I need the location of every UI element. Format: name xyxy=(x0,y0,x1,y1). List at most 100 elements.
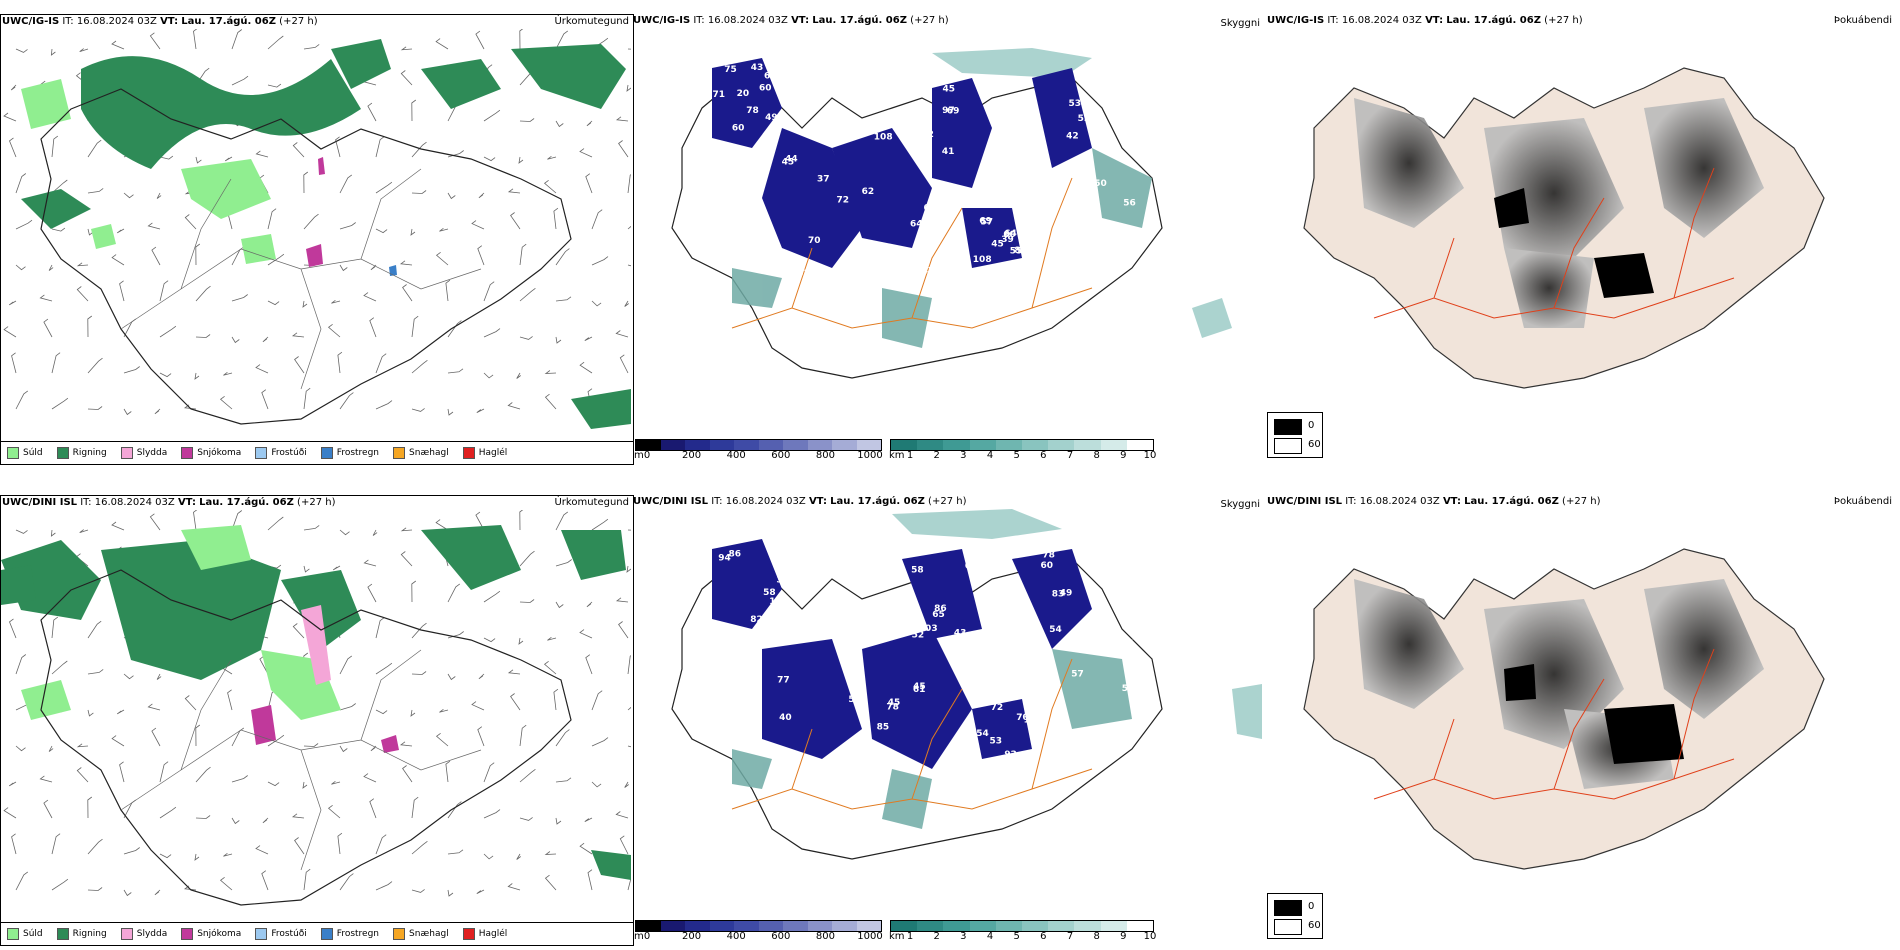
wind-barb xyxy=(302,300,308,308)
colorbar-cell xyxy=(969,921,996,931)
wind-barb xyxy=(507,188,521,194)
colorbar-cell xyxy=(758,440,783,450)
wind-barb xyxy=(294,356,305,374)
wind-barb xyxy=(231,29,243,50)
wind-barb xyxy=(471,220,485,230)
visibility-value: 39 xyxy=(1001,235,1014,245)
wind-barb xyxy=(447,801,462,819)
visibility-value: 75 xyxy=(1008,683,1021,693)
wind-barb xyxy=(15,48,28,53)
precip-map-bottom[interactable] xyxy=(1,510,631,920)
wind-barb xyxy=(231,817,240,825)
colorbar-tick-label: 0 xyxy=(643,931,651,942)
legend-item: Frostúði xyxy=(255,447,307,459)
wind-barb xyxy=(411,99,417,122)
visibility-map-top[interactable]: 7845415660601086931397547385645601039752… xyxy=(632,28,1262,428)
wind-barb xyxy=(159,853,172,859)
vt-value: Lau. 17.ágú. 06Z xyxy=(830,496,925,507)
colorbar-tick-label: 8 xyxy=(1093,450,1100,461)
wind-barb xyxy=(518,637,524,645)
wind-barb xyxy=(618,621,629,639)
panel-tag: Skyggni xyxy=(1220,499,1260,510)
wind-barb xyxy=(339,655,353,675)
it-label: IT: xyxy=(1327,15,1339,26)
fog-map-bottom[interactable] xyxy=(1264,509,1894,909)
lead-time: (+27 h) xyxy=(910,15,949,26)
wind-barb xyxy=(627,529,631,531)
wind-barb xyxy=(543,179,557,194)
wind-barb xyxy=(447,150,464,158)
visibility-value: 53 xyxy=(990,737,1003,747)
wind-barb xyxy=(555,777,572,783)
wind-barb xyxy=(51,179,68,194)
precip-map-top[interactable] xyxy=(1,29,631,439)
wind-barb xyxy=(411,190,427,194)
wind-barb xyxy=(543,660,557,675)
it-value: 16.08.2024 03Z xyxy=(76,16,157,27)
panel-header: UWC/DINI ISL IT: 16.08.2024 03Z VT: Lau.… xyxy=(1266,495,1900,509)
visibility-value: 62 xyxy=(942,197,955,207)
wind-barb xyxy=(87,357,103,374)
visibility-value: 53 xyxy=(1069,99,1082,109)
wind-barb xyxy=(516,372,521,379)
wind-barb xyxy=(591,209,603,230)
colorbar-cell xyxy=(995,440,1022,450)
precip-legend: Súld Rigning Slydda Snjókoma Frostúði Frostre… xyxy=(1,922,633,945)
wind-barb xyxy=(11,352,17,374)
visibility-km-colorbar: 1 2 3 4 5 6 7 8 9 10 km xyxy=(889,439,1156,463)
colorbar-cell xyxy=(1126,440,1153,450)
wind-barb xyxy=(411,141,427,158)
wind-barb xyxy=(292,623,305,639)
colorbar-cell xyxy=(636,921,661,931)
legend-swatch xyxy=(181,447,194,459)
wind-barb xyxy=(471,701,485,711)
roads xyxy=(1373,167,1735,319)
visibility-value: 86 xyxy=(729,549,742,559)
visibility-map-bottom[interactable]: 5845617872704064839294775857533952434954… xyxy=(632,509,1262,909)
freezing-rain-areas xyxy=(389,265,397,276)
wind-barb xyxy=(375,709,388,715)
wind-barb xyxy=(43,318,53,338)
visibility-value: 76 xyxy=(1018,127,1031,137)
wind-barb xyxy=(261,389,269,410)
wind-barb xyxy=(87,887,103,891)
it-value: 16.08.2024 03Z xyxy=(725,496,806,507)
colorbar-tick-label: 10 xyxy=(1143,931,1157,942)
visibility-value: 78 xyxy=(746,106,759,116)
dense-fog xyxy=(1494,188,1654,298)
colorbar-tick-label: 0 xyxy=(643,450,651,461)
wind-barb xyxy=(267,300,280,306)
legend-swatch xyxy=(7,447,19,459)
wind-barb xyxy=(267,83,282,88)
visibility-value: 78 xyxy=(1042,550,1055,560)
wind-barb xyxy=(332,565,341,571)
model-name: UWC/DINI ISL xyxy=(633,496,709,507)
wind-barb xyxy=(87,838,103,855)
panel-header: UWC/IG-IS IT: 16.08.2024 03Z VT: Lau. 17… xyxy=(1,15,633,29)
wind-barb xyxy=(337,351,343,374)
visibility-value: 60 xyxy=(764,72,777,82)
wind-barb xyxy=(194,372,200,380)
visibility-value: 70 xyxy=(767,612,780,622)
wind-barb xyxy=(9,137,17,158)
wind-barb xyxy=(410,228,416,236)
wind-barb xyxy=(375,881,393,891)
model-name: UWC/IG-IS xyxy=(1267,15,1325,26)
wind-barb xyxy=(15,529,28,534)
legend-item: Snæhagl xyxy=(393,928,449,940)
wind-barb xyxy=(219,395,233,410)
colorbar-cell xyxy=(943,440,970,450)
it-value: 16.08.2024 03Z xyxy=(94,497,175,508)
vt-value: Lau. 17.ágú. 06Z xyxy=(181,16,276,27)
wind-barb xyxy=(615,597,629,603)
fog-map-top[interactable] xyxy=(1264,28,1894,428)
visibility-value: 66 xyxy=(909,609,922,619)
visibility-value: 49 xyxy=(765,113,778,123)
precip-legend: Súld Rigning Slydda Snjókoma Frostúði Frostre… xyxy=(1,441,633,464)
wind-barb xyxy=(159,372,172,378)
legend-label: Frostúði xyxy=(271,448,307,458)
legend-label: Snæhagl xyxy=(409,448,449,458)
visibility-value: 44 xyxy=(785,155,798,165)
visibility-panel-top: UWC/IG-IS IT: 16.08.2024 03Z VT: Lau. 17… xyxy=(632,14,1264,463)
wind-barb xyxy=(555,511,569,531)
